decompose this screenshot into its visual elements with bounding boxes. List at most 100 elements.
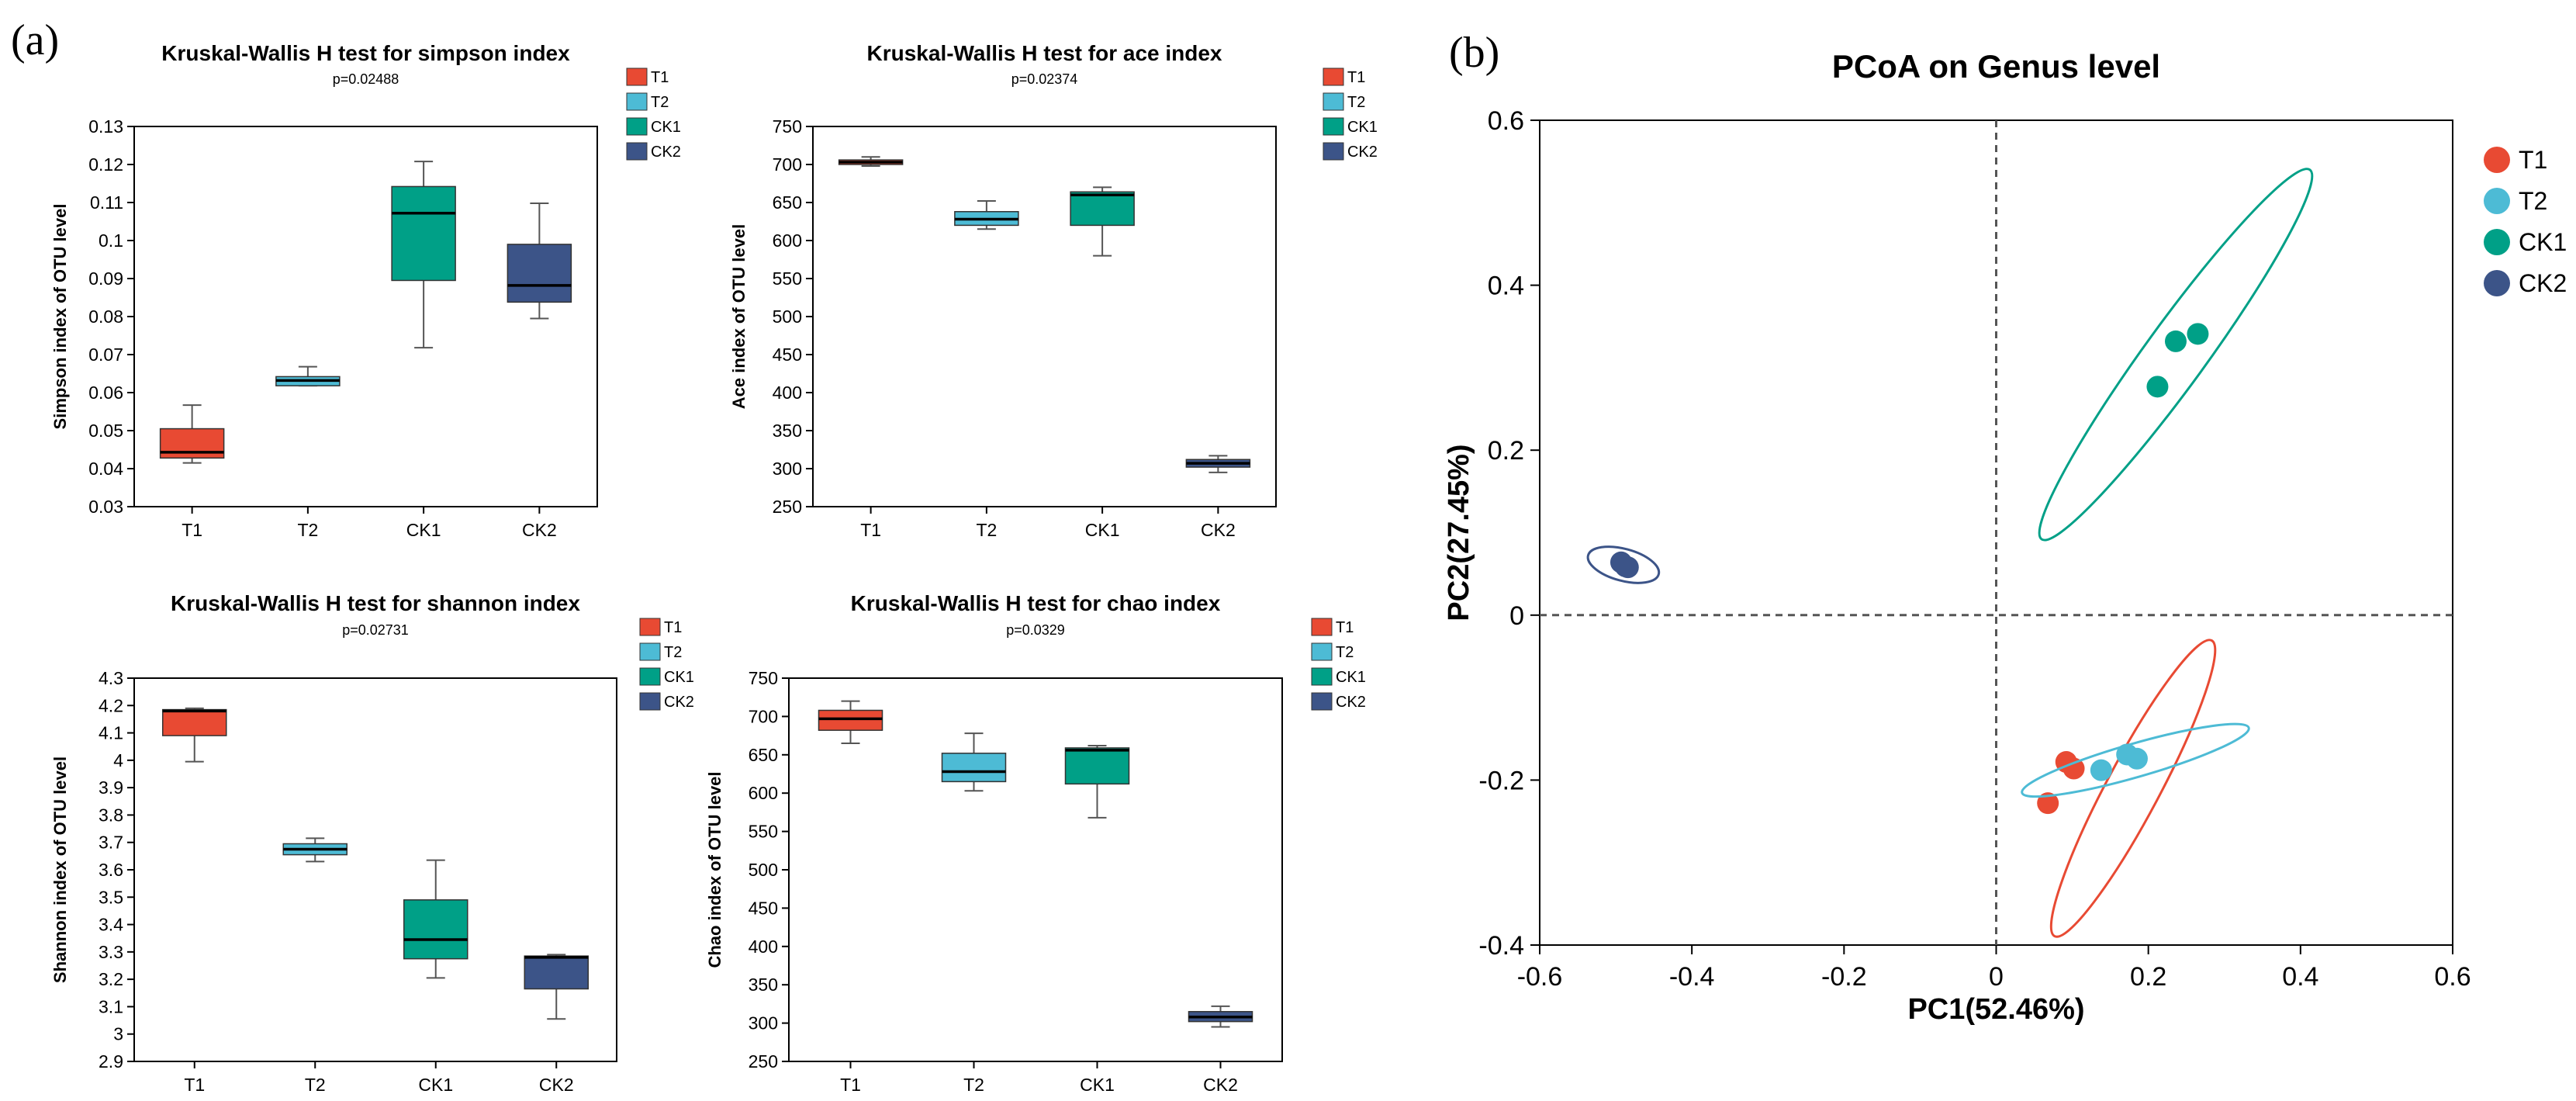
box-ck1 [391,161,456,349]
y-tick-label: 600 [749,783,778,803]
x-tick-label-t2: T2 [297,520,318,540]
y-tick-label: 0.07 [88,344,123,365]
point-t1 [2063,757,2085,780]
panel-b-label: (b) [1449,29,1499,77]
x-tick-label-ck2: CK2 [1203,1075,1238,1095]
x-tick-label-ck1: CK1 [406,520,441,540]
chart-title: Kruskal-Wallis H test for ace index [867,41,1222,65]
y-tick-label: 250 [773,497,802,517]
legend-label-t2: T2 [2519,187,2547,215]
x-tick-label: -0.6 [1517,962,1563,992]
y-tick-label: 450 [749,898,778,918]
legend-label-t1: T1 [664,619,682,636]
legend-swatch-t2 [639,642,661,661]
y-tick-label: 250 [749,1051,778,1072]
y-axis-label: Chao index of OTU level [705,771,724,968]
y-tick-label: 750 [773,116,802,137]
y-tick-label: 0.04 [88,459,123,479]
box-t2 [282,837,348,863]
confidence-ellipse-t1 [2049,639,2217,938]
y-axis-label: PC2(27.45%) [1443,444,1475,621]
y-tick-label: 3.9 [99,777,123,798]
x-tick-label-t1: T1 [182,520,202,540]
series-t1 [2037,639,2217,938]
legend-label-t2: T2 [1336,644,1354,661]
legend-swatch-ck2 [626,142,648,161]
confidence-ellipse-t2 [2021,722,2250,798]
confidence-ellipse-ck1 [2038,168,2314,542]
y-tick-label: 3.6 [99,860,123,880]
legend-marker-ck1 [2484,229,2510,255]
box-t1 [838,156,904,167]
box-iqr [1070,191,1135,227]
y-tick-label: 0.12 [88,154,123,175]
legend-label-ck1: CK1 [651,119,681,136]
plot-frame [812,126,1277,507]
y-tick-label: 600 [773,230,802,251]
x-tick-label-t1: T1 [184,1075,205,1095]
legend-swatch-ck1 [1323,117,1344,136]
legend-label-ck2: CK2 [1336,694,1366,711]
point-t1 [2037,792,2059,815]
point-ck1 [2164,330,2187,352]
x-tick-label: 0.6 [2434,962,2471,992]
y-tick-label: 3.2 [99,969,123,989]
series-ck1 [2038,168,2314,542]
legend-label-ck1: CK1 [1347,119,1378,136]
y-tick-label: 650 [749,745,778,765]
x-tick-label: -0.2 [1821,962,1867,992]
y-tick-label: 0.13 [88,116,123,137]
y-tick-label: 500 [773,306,802,327]
box-t1 [818,700,883,744]
boxplot-1: Kruskal-Wallis H test for simpson index p… [50,41,681,540]
boxplot-4: Kruskal-Wallis H test for chao index p=0.… [705,591,1366,1095]
legend-label-t1: T1 [1336,619,1354,636]
y-tick-label: 400 [749,937,778,957]
box-ck1 [1070,186,1135,257]
box-ck2 [1188,1005,1253,1028]
y-tick-label: 700 [773,154,802,175]
y-tick-label: 3.5 [99,887,123,907]
legend-swatch-ck2 [639,692,661,711]
y-tick-label: 300 [773,459,802,479]
y-tick-label: 700 [749,706,778,726]
y-axis-label: Ace index of OTU level [729,224,749,409]
charts-layer: Kruskal-Wallis H test for simpson index p… [50,41,2567,1095]
legend-swatch-t2 [1323,92,1344,111]
legend-label-t1: T1 [2519,146,2547,174]
legend-marker-t1 [2484,147,2510,173]
point-ck2 [1616,556,1639,579]
chart-title: Kruskal-Wallis H test for simpson index [161,41,570,65]
y-tick-label: 3.4 [99,915,123,935]
chart-subtitle: p=0.0329 [1006,622,1065,638]
legend-swatch-ck1 [1311,667,1333,686]
box-ck1 [403,859,469,979]
y-tick-label: 0.09 [88,268,123,289]
y-tick-label: 3.7 [99,833,123,853]
y-tick-label: 350 [773,421,802,441]
point-ck1 [2187,323,2209,345]
y-tick-label: 3.3 [99,942,123,962]
legend-label-t1: T1 [651,69,669,86]
pcoa-scatter: PCoA on Genus level-0.6 -0.4 -0.2 0 0.2 0.4 0.… [1443,48,2567,1026]
legend-label-ck1: CK1 [2519,228,2567,256]
y-tick-label: 4.1 [99,723,123,743]
y-tick-label: 450 [773,344,802,365]
y-tick-label: 0.03 [88,497,123,517]
y-axis-label: Shannon index of OTU level [50,757,70,983]
y-tick-label: 500 [749,860,778,880]
y-tick-label: -0.2 [1478,766,1524,795]
legend-swatch-ck1 [639,667,661,686]
chart-subtitle: p=0.02374 [1011,71,1078,87]
x-tick-label-ck1: CK1 [1080,1075,1115,1095]
legend-label-ck2: CK2 [2519,269,2567,297]
boxplot-3: Kruskal-Wallis H test for shannon index p… [50,591,694,1095]
box-iqr [391,185,456,282]
y-tick-label: 0 [1509,601,1524,631]
box-iqr [1064,747,1130,785]
legend-label-t2: T2 [664,644,682,661]
x-tick-label: -0.4 [1669,962,1715,992]
chart-subtitle: p=0.02488 [333,71,399,87]
y-tick-label: 0.6 [1488,106,1524,136]
